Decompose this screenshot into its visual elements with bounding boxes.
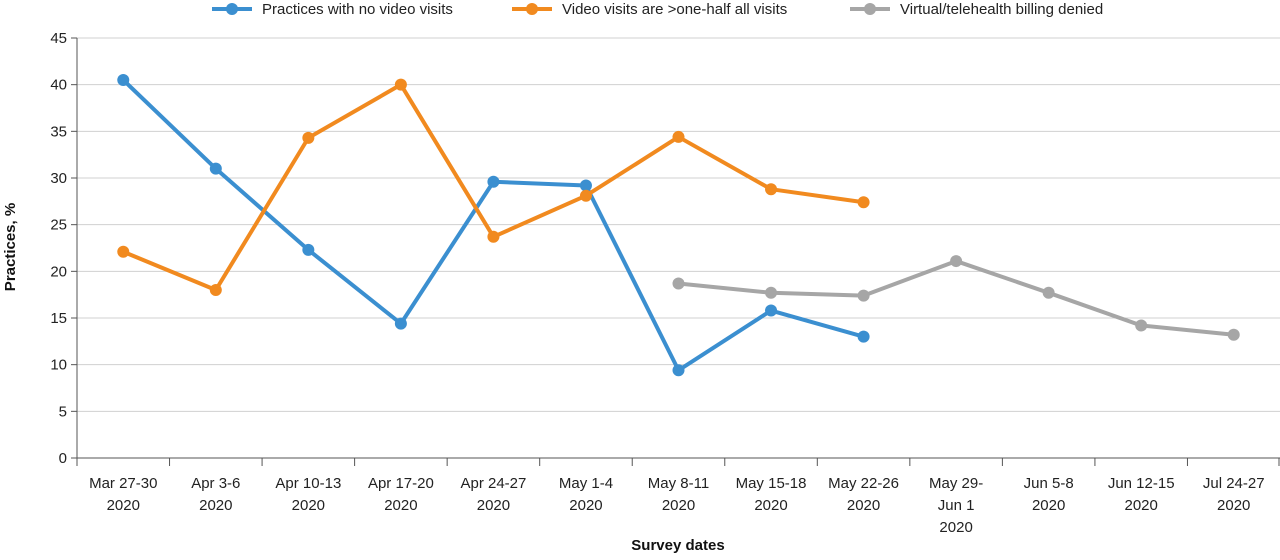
legend-label: Video visits are >one-half all visits <box>562 1 787 18</box>
legend: Practices with no video visits Video visi… <box>212 1 1103 18</box>
data-point <box>672 277 685 290</box>
series-layer <box>117 74 1240 377</box>
y-tick-label: 40 <box>50 77 67 94</box>
y-tick-label: 45 <box>50 30 67 47</box>
x-tick-label: Apr 3-6 2020 <box>191 475 240 514</box>
x-tick-label: Apr 10-13 2020 <box>275 475 341 514</box>
y-tick-label: 5 <box>59 403 67 420</box>
x-tick-label: Apr 24-27 2020 <box>460 475 526 514</box>
data-point <box>209 162 222 175</box>
x-tick-label: May 22-26 2020 <box>828 475 899 514</box>
series-3 <box>672 255 1240 341</box>
legend-swatch-marker <box>526 3 538 15</box>
data-point <box>1042 286 1055 299</box>
series-1 <box>117 74 870 377</box>
legend-label: Practices with no video visits <box>262 1 453 18</box>
legend-swatch-marker <box>226 3 238 15</box>
data-point <box>857 289 870 302</box>
gridlines <box>77 37 1280 459</box>
x-tick-label: May 15-18 2020 <box>736 475 807 514</box>
y-axis-title: Practices, % <box>2 203 19 291</box>
data-point <box>487 175 500 188</box>
data-point <box>117 245 130 258</box>
data-point <box>302 131 315 144</box>
data-point <box>765 286 778 299</box>
data-point <box>857 330 870 343</box>
data-point <box>394 317 407 330</box>
data-point <box>765 304 778 317</box>
data-point <box>950 255 963 268</box>
x-tick-label: Jun 12-15 2020 <box>1108 475 1175 514</box>
legend-entry: Practices with no video visits <box>212 1 453 18</box>
y-tick-label: 35 <box>50 123 67 140</box>
x-tick-label: Jul 24-27 2020 <box>1203 475 1265 514</box>
x-tick-label: May 8-11 2020 <box>648 475 709 514</box>
y-tick-label: 20 <box>50 263 67 280</box>
legend-swatch-marker <box>864 3 876 15</box>
series-2 <box>117 78 870 296</box>
data-point <box>487 230 500 243</box>
axes: 0 5 10 15 20 25 30 35 40 45 Mar 27-30 2020 Apr 3-6 20… <box>50 30 1280 536</box>
data-point <box>209 284 222 296</box>
data-point <box>765 183 778 196</box>
y-tick-label: 0 <box>59 450 67 467</box>
x-axis-title: Survey dates <box>631 537 724 554</box>
y-tick-label: 25 <box>50 217 67 234</box>
data-point <box>579 189 592 202</box>
x-tick-label: Jun 5-8 2020 <box>1024 475 1074 514</box>
series-line <box>678 259 1234 337</box>
data-point <box>579 179 592 192</box>
data-point <box>857 196 870 209</box>
data-point <box>1135 319 1148 332</box>
data-point <box>672 364 685 377</box>
x-tick-label: May 1-4 2020 <box>559 475 613 514</box>
y-tick-label: 30 <box>50 170 67 187</box>
legend-entry: Video visits are >one-half all visits <box>512 1 787 18</box>
x-tick-label: May 29-Jun 1 2020 <box>929 475 983 536</box>
x-tick-label: Apr 17-20 2020 <box>368 475 434 514</box>
data-point <box>302 243 315 256</box>
legend-label: Virtual/telehealth billing denied <box>900 1 1103 18</box>
x-tick-label: Mar 27-30 2020 <box>89 475 157 514</box>
data-point <box>672 130 685 143</box>
y-tick-label: 15 <box>50 310 67 327</box>
data-point <box>394 78 407 91</box>
data-point <box>1227 328 1240 341</box>
data-point <box>117 74 130 86</box>
legend-entry: Virtual/telehealth billing denied <box>850 1 1103 18</box>
y-tick-label: 10 <box>50 357 67 374</box>
